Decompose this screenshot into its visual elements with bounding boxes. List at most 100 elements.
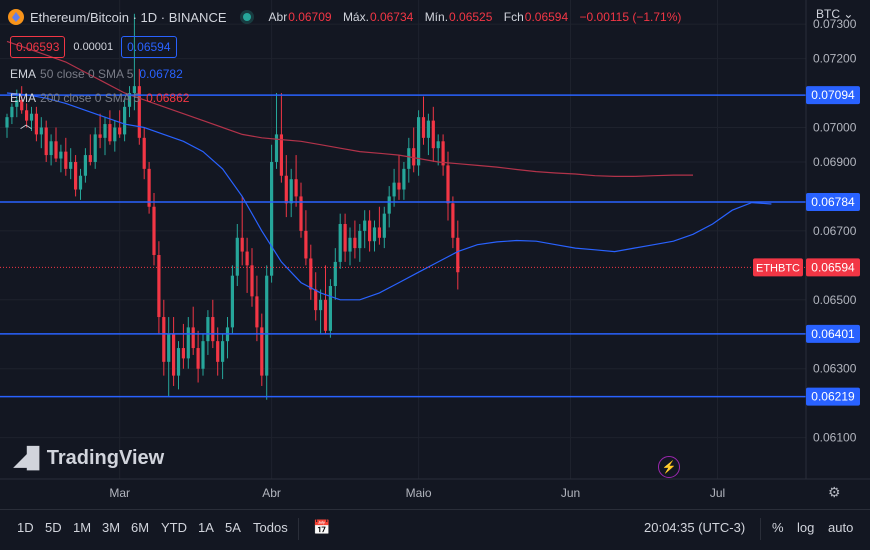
candle-body [412,148,416,166]
candle-body [235,237,239,276]
close-value: 0.06594 [524,10,569,24]
candle-body [54,141,58,159]
watermark-text: TradingView [46,447,165,469]
candle-body [417,117,421,166]
candle-body [132,86,136,94]
candle-body [20,99,24,111]
trade-prices: 0.06593 0.00001 0.06594 [10,36,177,58]
currency-selector[interactable]: BTC ⌄ [816,7,854,21]
candle-body [44,127,48,156]
candle-body [431,120,435,149]
candle-body [83,155,87,176]
timeframe-3m[interactable]: 3M [102,520,121,535]
candle-body [211,317,215,342]
timeframe-5a[interactable]: 5A [225,520,241,535]
candle-body [323,299,328,331]
timeframe-1m[interactable]: 1M [73,520,92,535]
candle-body [382,213,386,238]
candle-body [446,165,450,204]
candle-body [127,93,132,107]
candle-body [250,265,254,297]
timeframe-5d[interactable]: 5D [45,520,62,535]
settings-gear-icon[interactable]: ⚙ [828,484,841,500]
indicator-value: 0.06862 [146,91,190,105]
candle-body [221,341,225,362]
candle-body [206,317,210,342]
candle-body [196,348,200,369]
candle-body [260,327,264,376]
candle-body [284,175,288,204]
low-value: 0.06525 [449,10,493,24]
y-tick-label: 0.07300 [813,17,857,31]
candle-body [59,151,63,159]
percent-toggle[interactable]: % [772,520,784,535]
symbol-title[interactable]: Ethereum/Bitcoin · 1D · BINANCE [30,9,227,25]
candle-body [407,148,411,169]
log-toggle[interactable]: log [797,520,815,535]
symbol-badge [753,258,803,277]
open-value: 0.06709 [288,10,332,24]
candle-body [319,299,323,311]
y-tick-label: 0.06300 [813,362,857,376]
candle-body [230,275,234,328]
candle-body [78,175,83,190]
indicator-ema200[interactable]: EMA 200 close 0 SMA 5 0.06862 [10,91,189,105]
candle-body [265,275,269,376]
candle-body [309,258,313,290]
tradingview-watermark: ◢▊ TradingView [14,446,164,471]
sell-button[interactable]: 0.06593 [10,36,66,58]
candle-body [34,113,38,135]
buy-button[interactable]: 0.06594 [121,36,177,58]
lightning-icon[interactable]: ⚡ [658,456,680,478]
candle-body [74,161,78,190]
candle-body [426,120,430,138]
candle-body [368,220,372,242]
ema200-line [6,40,693,177]
open-label: Abr [268,10,288,24]
symbol-badge-label: ETHBTC [756,262,800,274]
candle-body [358,230,362,249]
candle-body [353,237,357,249]
eth-btc-icon [8,9,24,25]
candle-body [451,203,455,238]
x-tick-label: Maio [406,486,432,500]
candle-body [176,348,181,376]
indicator-ema50[interactable]: EMA 50 close 0 SMA 5 0.06782 [10,67,183,81]
y-tick-label: 0.06500 [813,293,857,307]
ema50-line [6,92,772,301]
calendar-range-icon[interactable]: 📅 [313,519,331,535]
candle-body [343,223,347,252]
clock-display[interactable]: 20:04:35 (UTC-3) [644,520,746,535]
candle-body [5,117,9,128]
last-price-label: 0.06594 [811,260,855,274]
candle-body [64,151,68,169]
candle-body [240,237,244,252]
candle-body [402,168,406,190]
y-tick-label: 0.07200 [813,52,857,66]
timeframe-6m[interactable]: 6M [131,520,150,535]
candle-body [113,127,117,142]
timeframe-1a[interactable]: 1A [198,520,214,535]
indicator-params: 200 close 0 SMA 5 [40,91,141,105]
level-price-badge [806,86,860,105]
collapse-indicators-icon[interactable]: ︿ [20,117,33,131]
high-label: Máx. [342,10,369,24]
candle-body [191,327,195,349]
level-price-badge [806,192,860,211]
candle-body [98,134,102,138]
candle-body [103,124,107,138]
level-price-label: 0.06401 [811,327,855,341]
timeframe-all[interactable]: Todos [253,520,288,535]
toolbar-divider [298,518,299,540]
auto-toggle[interactable]: auto [828,520,854,535]
x-tick-label: Abr [262,486,281,500]
candle-body [39,127,43,135]
timeframe-ytd[interactable]: YTD [161,520,187,535]
level-price-label: 0.06784 [811,195,855,209]
market-status-icon[interactable] [242,13,251,21]
timeframe-1d[interactable]: 1D [17,520,34,535]
y-tick-label: 0.07000 [813,121,857,135]
candle-body [387,196,391,214]
chart-header: Ethereum/Bitcoin · 1D · BINANCE Abr0.067… [8,9,689,25]
